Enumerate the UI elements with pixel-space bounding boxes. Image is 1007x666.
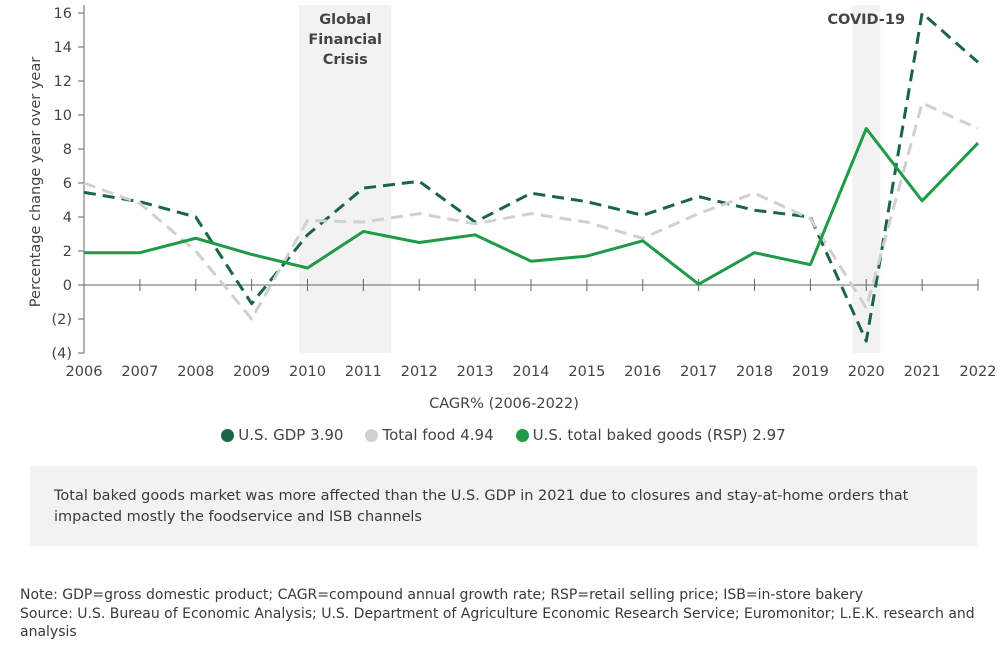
x-tick-label: 2007 <box>121 364 158 380</box>
x-tick-label: 2016 <box>624 364 661 380</box>
x-tick-label: 2006 <box>66 364 103 380</box>
legend-label-food: Total food 4.94 <box>382 426 494 444</box>
y-tick-label: 12 <box>54 74 72 90</box>
y-tick-label: 16 <box>54 6 72 22</box>
y-tick-label: (4) <box>51 346 72 362</box>
callout-box: Total baked goods market was more affect… <box>30 466 977 546</box>
x-tick-label: 2012 <box>401 364 438 380</box>
series-line-0 <box>83 11 979 343</box>
y-tick-label: 8 <box>63 142 72 158</box>
y-tick-label: (2) <box>51 312 72 328</box>
legend-item-food: Total food 4.94 <box>365 426 494 444</box>
legend-item-baked: U.S. total baked goods (RSP) 2.97 <box>515 426 786 444</box>
y-tick-label: 10 <box>54 108 72 124</box>
annotation-label: Financial <box>308 32 382 48</box>
x-axis-title: CAGR% (2006-2022) <box>429 396 579 412</box>
x-tick-label: 2009 <box>233 364 270 380</box>
note-text: Note: GDP=gross domestic product; CAGR=c… <box>20 587 864 603</box>
x-tick-label: 2017 <box>680 364 717 380</box>
legend-item-gdp: U.S. GDP 3.90 <box>221 426 343 444</box>
notes: Note: GDP=gross domestic product; CAGR=c… <box>20 586 990 642</box>
callout-text: Total baked goods market was more affect… <box>54 488 909 525</box>
x-tick-label: 2021 <box>904 364 941 380</box>
x-tick-label: 2008 <box>177 364 214 380</box>
legend-swatch-baked <box>515 428 529 442</box>
legend-label-gdp: U.S. GDP 3.90 <box>238 426 344 444</box>
x-tick-label: 2015 <box>568 364 605 380</box>
y-tick-label: 0 <box>63 278 72 294</box>
x-tick-label: 2011 <box>345 364 382 380</box>
line-chart: Global Financial Crisis COVID-19 16 14 12 10 8 6 4… <box>28 5 997 412</box>
y-tick-label: 4 <box>63 210 72 226</box>
x-tick-label: 2010 <box>289 364 326 380</box>
shaded-period-1 <box>852 5 881 353</box>
y-tick-label: 14 <box>54 40 72 56</box>
y-axis-title: Percentage change year over year <box>28 57 44 307</box>
x-tick-label: 2019 <box>792 364 829 380</box>
y-tick-label: 2 <box>63 244 72 260</box>
x-tick-label: 2018 <box>736 364 773 380</box>
x-tick-label: 2013 <box>457 364 494 380</box>
series-line-2 <box>84 127 980 286</box>
x-tick-label: 2020 <box>848 364 885 380</box>
source-text: Source: U.S. Bureau of Economic Analysis… <box>20 605 975 641</box>
annotation-label: Global <box>319 12 371 28</box>
legend: U.S. GDP 3.90 Total food 4.94 U.S. total… <box>0 426 1007 444</box>
legend-label-baked: U.S. total baked goods (RSP) 2.97 <box>532 426 786 444</box>
legend-swatch-gdp <box>221 428 235 442</box>
x-tick-label: 2014 <box>513 364 550 380</box>
y-tick-label: 6 <box>63 176 72 192</box>
shaded-period-0 <box>299 5 392 353</box>
annotation-label: COVID-19 <box>827 12 905 28</box>
annotation-label: Crisis <box>323 52 368 68</box>
x-tick-label: 2022 <box>960 364 997 380</box>
legend-swatch-food <box>365 428 379 442</box>
